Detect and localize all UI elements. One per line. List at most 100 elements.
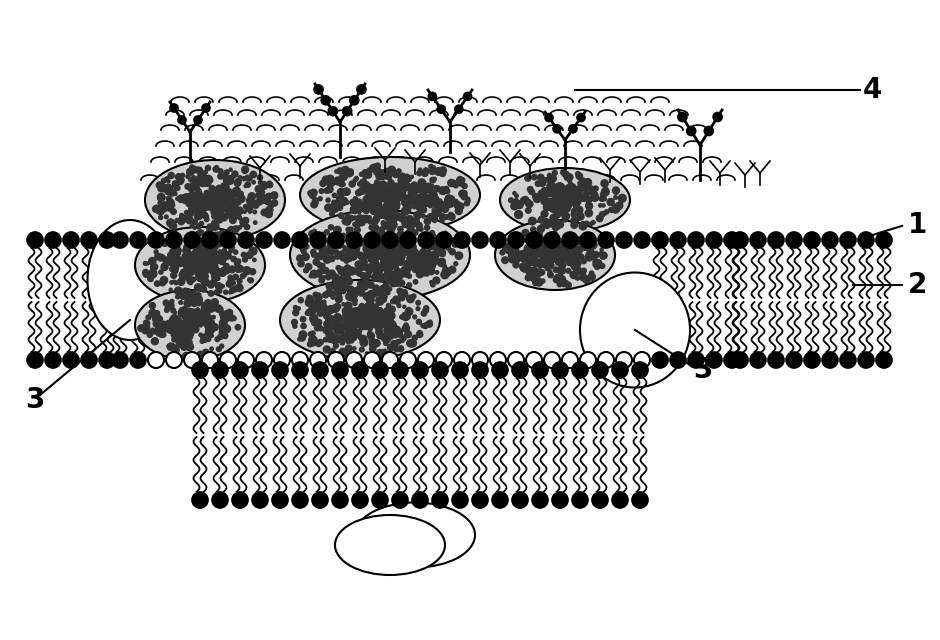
Circle shape	[375, 308, 379, 312]
Circle shape	[384, 189, 392, 196]
Circle shape	[184, 253, 191, 259]
Circle shape	[335, 253, 340, 259]
Circle shape	[397, 169, 401, 173]
Circle shape	[399, 192, 403, 196]
Circle shape	[402, 247, 410, 255]
Circle shape	[572, 263, 576, 269]
Circle shape	[180, 271, 187, 279]
Circle shape	[413, 205, 415, 209]
Circle shape	[243, 211, 246, 213]
Circle shape	[331, 273, 337, 280]
Circle shape	[191, 319, 196, 324]
Circle shape	[152, 316, 159, 322]
Circle shape	[549, 248, 556, 255]
Circle shape	[181, 260, 188, 267]
Circle shape	[209, 191, 216, 199]
Circle shape	[421, 248, 426, 253]
Circle shape	[533, 256, 538, 260]
Circle shape	[400, 193, 407, 201]
Circle shape	[363, 215, 369, 223]
Circle shape	[377, 193, 383, 199]
Circle shape	[436, 232, 452, 248]
Circle shape	[375, 252, 379, 256]
Ellipse shape	[290, 210, 470, 300]
Circle shape	[386, 259, 391, 263]
Circle shape	[416, 171, 422, 176]
Circle shape	[426, 321, 432, 327]
Circle shape	[432, 177, 436, 181]
Circle shape	[334, 314, 341, 321]
Circle shape	[369, 340, 377, 347]
Circle shape	[207, 224, 214, 232]
Circle shape	[192, 261, 197, 267]
Circle shape	[407, 225, 413, 230]
Circle shape	[336, 285, 342, 291]
Circle shape	[179, 329, 185, 335]
Circle shape	[372, 304, 379, 311]
Circle shape	[180, 339, 183, 342]
Circle shape	[227, 227, 235, 234]
Circle shape	[372, 314, 380, 321]
Circle shape	[535, 278, 542, 286]
Circle shape	[158, 204, 165, 211]
Circle shape	[185, 184, 191, 189]
Circle shape	[240, 239, 245, 245]
Circle shape	[213, 166, 219, 172]
Circle shape	[237, 278, 242, 284]
Circle shape	[218, 194, 224, 199]
Circle shape	[179, 321, 187, 328]
Circle shape	[169, 321, 176, 327]
Circle shape	[415, 195, 421, 203]
Circle shape	[560, 269, 565, 273]
Circle shape	[427, 254, 434, 262]
Circle shape	[355, 333, 359, 337]
Circle shape	[393, 296, 398, 301]
Circle shape	[383, 204, 388, 209]
Circle shape	[171, 264, 179, 271]
Circle shape	[206, 321, 213, 328]
Circle shape	[397, 288, 403, 294]
Circle shape	[374, 191, 378, 193]
Circle shape	[548, 246, 556, 254]
Circle shape	[343, 188, 351, 195]
Circle shape	[188, 328, 194, 333]
Circle shape	[390, 218, 395, 222]
Circle shape	[556, 245, 561, 250]
Circle shape	[437, 246, 443, 251]
Circle shape	[369, 253, 375, 259]
Circle shape	[377, 252, 384, 259]
Circle shape	[199, 179, 207, 186]
Circle shape	[516, 255, 520, 259]
Circle shape	[311, 252, 317, 257]
Circle shape	[562, 352, 578, 368]
Circle shape	[390, 191, 396, 197]
Circle shape	[572, 253, 577, 258]
Circle shape	[589, 271, 594, 275]
Circle shape	[267, 182, 273, 188]
Circle shape	[329, 249, 335, 255]
Circle shape	[372, 241, 381, 249]
Circle shape	[211, 328, 214, 332]
Circle shape	[384, 341, 388, 346]
Circle shape	[178, 179, 183, 184]
Circle shape	[750, 352, 766, 368]
Circle shape	[431, 197, 438, 204]
Circle shape	[190, 308, 193, 312]
Circle shape	[400, 186, 406, 191]
Circle shape	[332, 305, 339, 312]
Circle shape	[587, 200, 590, 204]
Circle shape	[170, 281, 173, 284]
Circle shape	[381, 184, 387, 190]
Circle shape	[191, 253, 198, 261]
Circle shape	[148, 232, 164, 248]
Circle shape	[382, 188, 389, 195]
Circle shape	[355, 307, 362, 314]
Circle shape	[396, 188, 403, 196]
Circle shape	[157, 316, 163, 321]
Ellipse shape	[135, 290, 245, 360]
Circle shape	[385, 315, 393, 322]
Circle shape	[357, 313, 364, 320]
Circle shape	[196, 270, 201, 275]
Circle shape	[164, 187, 168, 192]
Circle shape	[339, 195, 343, 198]
